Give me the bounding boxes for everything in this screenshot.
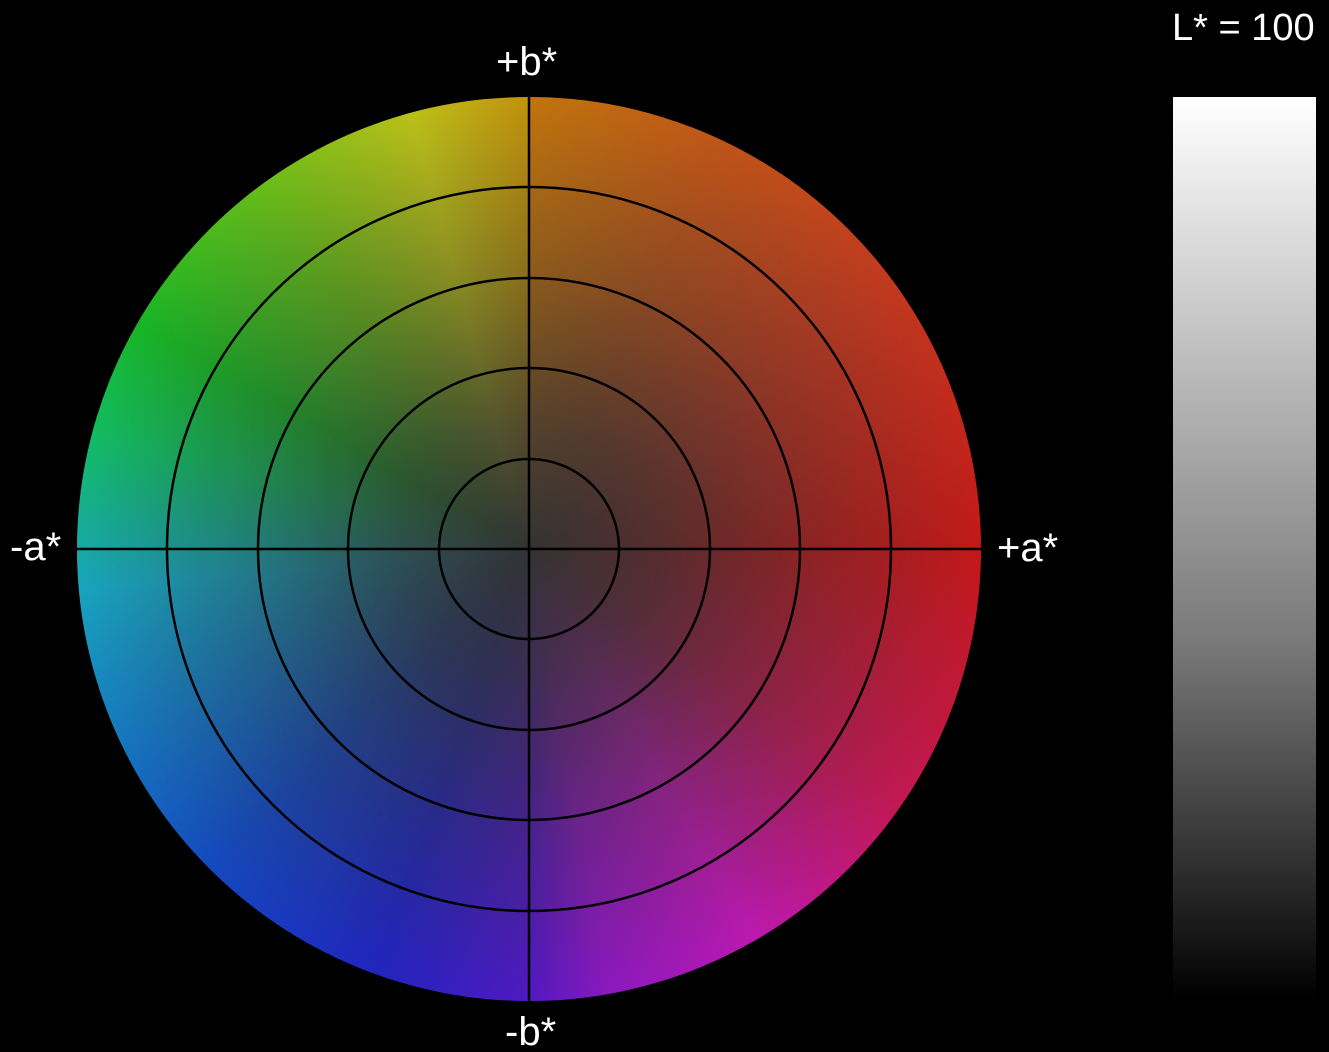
- color-wheel: [77, 97, 981, 1001]
- lightness-gradient-bar: [1173, 97, 1316, 999]
- negative-a-label: -a*: [10, 525, 62, 569]
- positive-b-label: +b*: [496, 40, 558, 84]
- lightness-label: L* = 100: [1172, 7, 1315, 49]
- negative-b-label: -b*: [505, 1010, 557, 1052]
- positive-a-label: +a*: [997, 526, 1059, 570]
- wheel-gridlines: [77, 97, 981, 1001]
